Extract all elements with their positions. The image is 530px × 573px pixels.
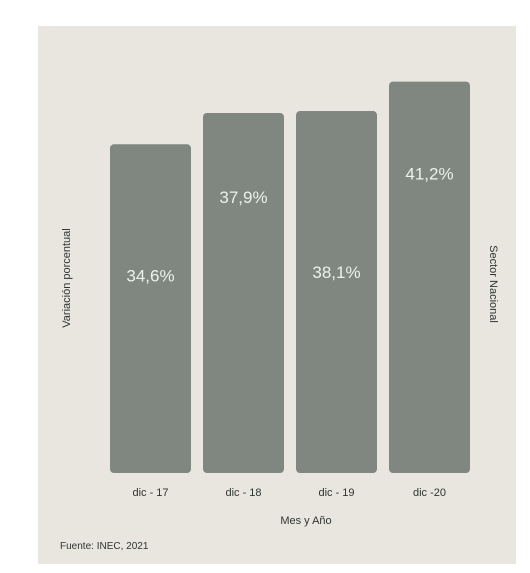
bar-value-label-2: 37,9% [219,188,267,207]
x-axis-title: Mes y Año [280,515,331,527]
y-axis-title: Variación porcentual [61,228,73,327]
bar-4 [389,81,470,473]
x-tick-label-2: dic - 18 [225,487,261,499]
bar-value-label-3: 38,1% [312,263,360,282]
value-labels-group: 34,6% 37,9% 38,1% 41,2% [126,165,453,286]
bars-group [110,81,470,474]
bar-value-label-4: 41,2% [405,165,453,184]
source-note: Fuente: INEC, 2021 [60,541,149,552]
x-tick-label-4: dic -20 [413,487,446,499]
bar-1 [110,144,191,474]
bar-3 [296,111,377,474]
x-tick-labels-group: dic - 17 dic - 18 dic - 19 dic -20 [132,487,446,499]
right-axis-title: Sector Nacional [487,245,499,323]
bar-2 [203,112,284,473]
x-tick-label-1: dic - 17 [132,487,168,499]
bar-value-label-1: 34,6% [126,266,174,285]
x-tick-label-3: dic - 19 [318,487,354,499]
